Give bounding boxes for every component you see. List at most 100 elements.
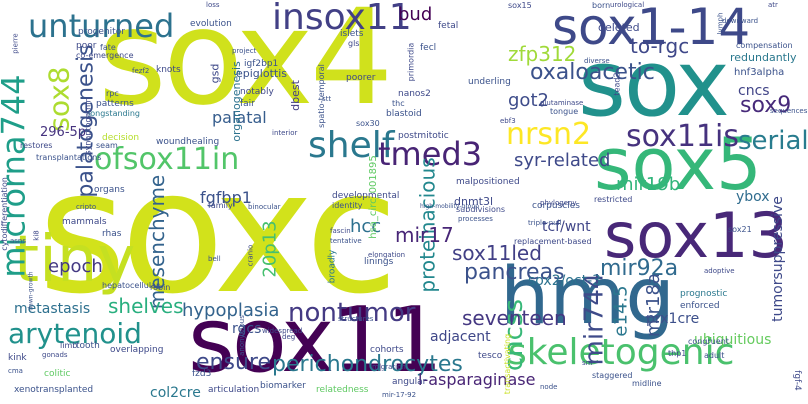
- word-fgf-4: fgf-4: [791, 370, 802, 391]
- word-developmental: developmental: [332, 191, 400, 201]
- word-binocular: binocular: [248, 203, 281, 211]
- word-unturned: unturned: [28, 7, 175, 45]
- word-fzd3: fzd3: [192, 369, 212, 379]
- word-project: project: [232, 47, 257, 55]
- word-mir19b: mir19b: [616, 174, 681, 195]
- word-dnmt3l: dnmt3l: [454, 195, 494, 208]
- word-postmitotic: postmitotic: [398, 131, 449, 141]
- word-soxc: soxc: [38, 134, 398, 332]
- word-asns: asns: [10, 237, 27, 245]
- word-sox9: sox9: [740, 93, 792, 118]
- word-fezf2: fezf2: [132, 67, 150, 75]
- word-lymph: lymph: [716, 12, 725, 35]
- word-ebf3: ebf3: [500, 117, 516, 125]
- word-sox11is: sox11is: [626, 119, 739, 154]
- word-anonymous: anonymous: [237, 315, 246, 356]
- word-widespread: widespread: [262, 327, 303, 335]
- word-diverse: diverse: [584, 57, 610, 65]
- word-epiglottis: epiglottis: [236, 67, 287, 80]
- word-colitic: colitic: [44, 369, 71, 379]
- word-hcc: hcc: [350, 216, 382, 237]
- word-bell: bell: [208, 255, 221, 263]
- word-woundhealing: woundhealing: [156, 137, 220, 147]
- word-redundantly: redundantly: [730, 51, 797, 64]
- word-atr: atr: [768, 1, 778, 9]
- word-fecl: fecl: [420, 43, 437, 53]
- word-fgfbp1: fgfbp1: [200, 188, 252, 207]
- word-robin: robin: [150, 283, 171, 292]
- word-sox8: sox8: [42, 66, 76, 132]
- word-bud: bud: [398, 4, 433, 25]
- word-blastoid: blastoid: [386, 109, 422, 119]
- word-gls: gls: [348, 39, 360, 48]
- word-sox15: sox15: [508, 1, 532, 10]
- word-perichondrocytes: perichondrocytes: [272, 352, 463, 377]
- word-20p13: 20p13: [259, 220, 281, 278]
- word-dbest: dbest: [288, 80, 302, 111]
- word-prx1cre: prx1cre: [646, 311, 700, 327]
- word-fate: fate: [100, 43, 116, 52]
- word-sox2/oct-3: sox2/oct-3: [528, 273, 602, 289]
- word-phylogeny: phylogeny: [540, 199, 577, 207]
- word-cranio: cranio: [246, 244, 255, 267]
- word-zfp312: zfp312: [508, 42, 577, 66]
- word-fascin: fascin: [330, 227, 351, 235]
- word-processes: processes: [458, 215, 493, 223]
- word-synaptogamin: synaptogamin: [83, 97, 93, 155]
- word-hepatocellular: hepatocellular: [102, 281, 160, 290]
- word-subdivisions: subdivisions: [456, 205, 506, 214]
- word-ensure: ensure: [196, 350, 271, 375]
- word-thc: thc: [392, 99, 405, 108]
- word-hnf3alpha: hnf3alpha: [734, 67, 785, 78]
- word-oxaloacetic: oxaloacetic: [530, 60, 655, 85]
- word-overlapping: overlapping: [110, 345, 164, 355]
- word-sox11led: sox11led: [452, 241, 542, 265]
- word-restricted: restricted: [594, 195, 633, 204]
- word-organs: organs: [94, 185, 125, 195]
- word-angular: angular: [392, 377, 427, 387]
- word-malpositioned: malpositioned: [456, 177, 520, 187]
- word-evolution: evolution: [190, 19, 232, 29]
- word-tesco: tesco: [478, 351, 503, 361]
- word-articulation: articulation: [208, 385, 260, 395]
- word-palatal: palatal: [212, 108, 267, 127]
- word-primordia: primordia: [406, 42, 416, 82]
- word-urological: urological: [610, 1, 645, 9]
- word-mir-17-92: mir-17-92: [382, 391, 417, 399]
- word-rpc: rpc: [106, 89, 119, 98]
- word-sox5: sox5: [594, 122, 762, 206]
- word-node: node: [540, 383, 558, 391]
- word-serial: serial: [738, 126, 808, 156]
- word-underling: underling: [468, 77, 511, 87]
- word-staggered: staggered: [592, 371, 633, 380]
- word-high-mobility-group: high-mobility-group: [420, 203, 479, 210]
- word-hsa_circ_001895: hsa_circ_001895: [367, 155, 379, 239]
- word-family: family: [208, 201, 233, 210]
- word-midline: midline: [632, 379, 662, 388]
- word-cytodifferentiation: cytodifferentiation: [0, 177, 9, 251]
- word-deg: deg: [282, 333, 296, 341]
- word-arytenoid: arytenoid: [8, 317, 142, 350]
- word-tcf/wnt: tcf/wnt: [542, 219, 591, 235]
- word-poor: poor: [76, 41, 97, 51]
- word-biomarker: biomarker: [260, 381, 306, 391]
- word-relatedness: relatedness: [316, 385, 369, 395]
- word-sm: sm: [582, 359, 593, 367]
- word-e14.5: e14.5: [610, 285, 632, 337]
- word-kink: kink: [8, 353, 27, 363]
- word-tumorsuppressive: tumorsuppressive: [769, 196, 786, 322]
- word-knots: knots: [156, 65, 181, 75]
- word-gonads: gonads: [42, 351, 68, 359]
- word-rgcs: rgcs: [232, 321, 262, 337]
- word-notably: notably: [240, 87, 274, 97]
- word-seventeen: seventeen: [462, 306, 567, 330]
- word-sox: sox: [578, 30, 730, 137]
- word-adjacent: adjacent: [430, 329, 491, 345]
- word-transplantations: transplantations: [36, 153, 102, 162]
- word-cma: cma: [8, 367, 23, 375]
- word-enforced: enforced: [680, 301, 720, 311]
- word-thp1: thp1: [668, 349, 687, 358]
- word-decision: decision: [102, 133, 140, 143]
- word-downward: downward: [722, 17, 759, 25]
- word-296-5p: 296-5p: [40, 125, 87, 140]
